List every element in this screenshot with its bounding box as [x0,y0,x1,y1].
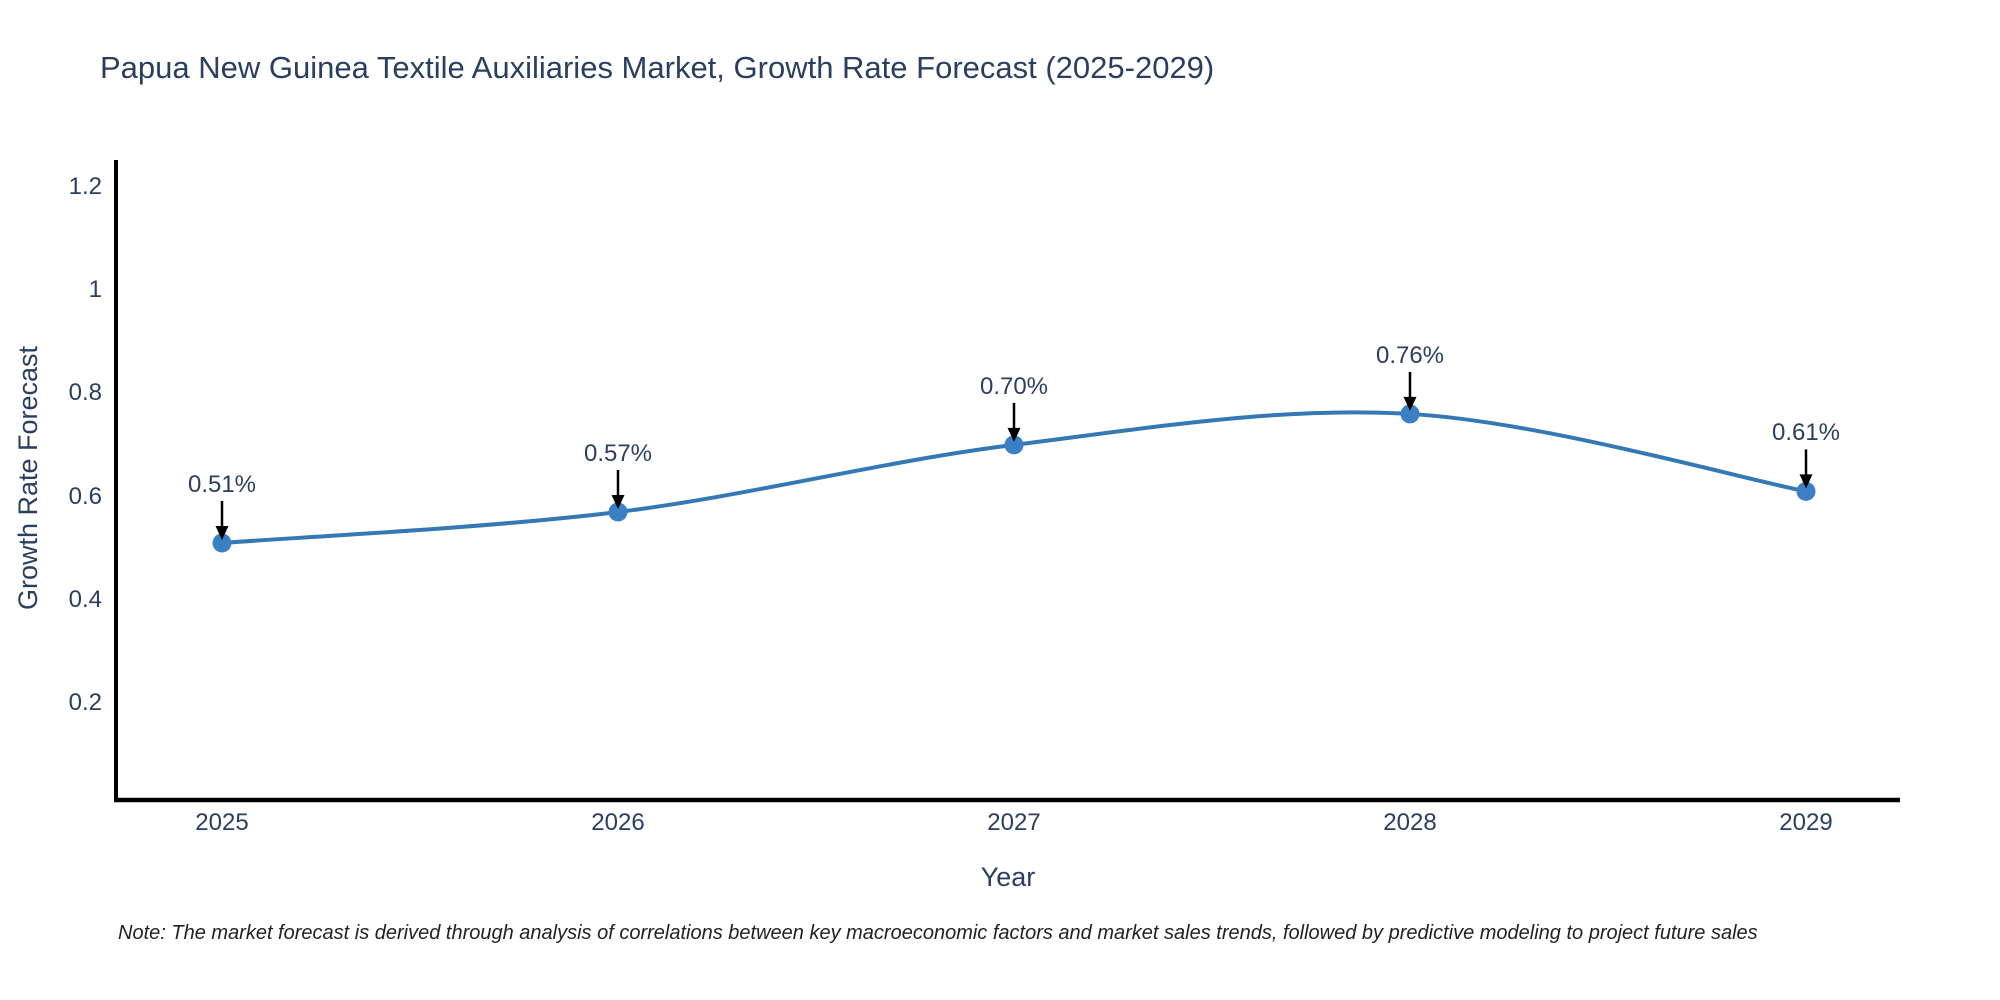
chart-footnote: Note: The market forecast is derived thr… [118,922,1758,944]
data-point-marker [1796,481,1816,501]
data-point-marker [1400,404,1420,424]
y-tick-label: 1 [88,276,102,304]
annotation-arrow-head [611,495,625,509]
annotation-arrow-layer [215,371,1813,540]
annotation-arrow-head [215,525,229,540]
data-point-marker [212,533,232,553]
x-tick-label: 2028 [1383,809,1437,836]
chart-title: Papua New Guinea Textile Auxiliaries Mar… [100,50,1215,85]
point-annotation-label: 0.61% [1771,419,1841,447]
y-tick-label: 0.6 [68,482,102,510]
data-point-marker [1004,435,1024,455]
y-axis-title: Growth Rate Forecast [13,345,43,611]
x-tick-label: 2026 [591,809,645,836]
annotation-arrow-head [1403,396,1417,411]
x-tick-label: 2025 [195,809,249,836]
y-tick-label: 1.2 [68,172,102,200]
x-tick-label: 2027 [987,809,1041,836]
y-tick-label: 0.8 [68,379,102,407]
point-annotation-label: 0.76% [1375,341,1445,369]
y-tick-label: 0.4 [68,585,102,613]
point-annotation-label: 0.70% [979,372,1049,400]
y-tick-label: 0.2 [68,688,102,716]
annotation-arrow-head [1007,427,1021,442]
annotation-arrow-head [1799,474,1813,489]
line-series-layer [212,404,1816,553]
data-point-marker [608,502,628,522]
point-annotation-label: 0.51% [187,470,257,498]
axes-layer [114,160,1900,803]
x-tick-label: 2029 [1779,809,1833,836]
point-annotation-label: 0.57% [583,440,653,467]
x-axis-title: Year [980,862,1036,892]
